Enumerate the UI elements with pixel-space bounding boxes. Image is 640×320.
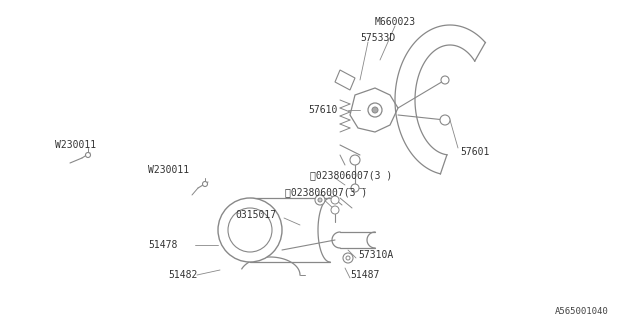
Circle shape xyxy=(331,196,339,204)
Circle shape xyxy=(218,198,282,262)
Text: 51478: 51478 xyxy=(148,240,177,250)
Text: 51487: 51487 xyxy=(350,270,380,280)
Circle shape xyxy=(372,107,378,113)
Text: M660023: M660023 xyxy=(375,17,416,27)
Text: 57310A: 57310A xyxy=(358,250,393,260)
Text: W230011: W230011 xyxy=(148,165,189,175)
Polygon shape xyxy=(350,88,398,132)
Circle shape xyxy=(346,256,350,260)
Circle shape xyxy=(368,103,382,117)
Circle shape xyxy=(318,198,322,202)
Text: 57610: 57610 xyxy=(308,105,337,115)
Circle shape xyxy=(86,153,90,157)
Circle shape xyxy=(351,184,359,192)
Circle shape xyxy=(441,76,449,84)
Circle shape xyxy=(343,253,353,263)
Circle shape xyxy=(202,181,207,187)
Circle shape xyxy=(331,206,339,214)
Text: Ⓝ023806007(3 ): Ⓝ023806007(3 ) xyxy=(310,170,392,180)
Text: A565001040: A565001040 xyxy=(555,308,609,316)
Circle shape xyxy=(228,208,272,252)
Text: 0315017: 0315017 xyxy=(235,210,276,220)
Text: 57601: 57601 xyxy=(460,147,490,157)
Text: W230011: W230011 xyxy=(55,140,96,150)
Circle shape xyxy=(440,115,450,125)
Text: 57533D: 57533D xyxy=(360,33,396,43)
Text: Ⓝ023806007(3 ): Ⓝ023806007(3 ) xyxy=(285,187,367,197)
Circle shape xyxy=(315,195,325,205)
Text: 51482: 51482 xyxy=(168,270,197,280)
Circle shape xyxy=(350,155,360,165)
Polygon shape xyxy=(335,70,355,90)
